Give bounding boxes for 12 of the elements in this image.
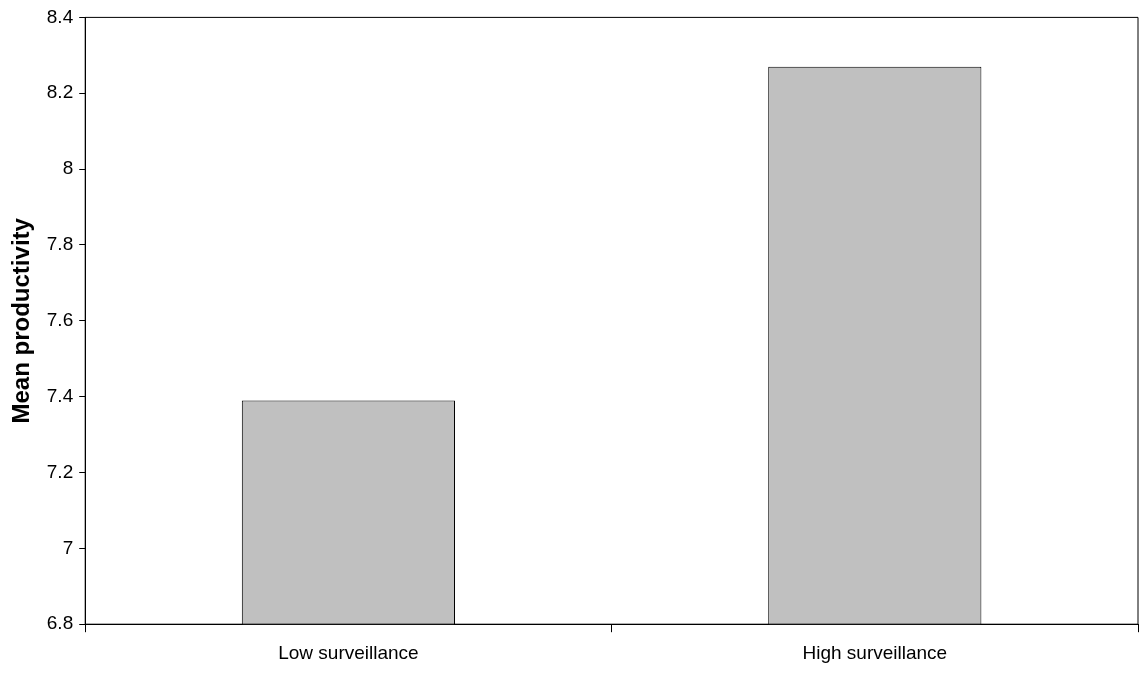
x-tick-label: High surveillance xyxy=(802,641,948,663)
y-tick-label: 7.8 xyxy=(46,233,74,255)
y-tick-label: 8.4 xyxy=(46,5,74,27)
y-tick-label: 8 xyxy=(62,157,74,179)
x-tick-label: Low surveillance xyxy=(278,641,419,663)
y-tick-label: 7.2 xyxy=(46,460,74,482)
y-axis-title: Mean productivity xyxy=(7,217,35,424)
y-tick-label: 6.8 xyxy=(46,612,74,634)
y-tick-label: 7.4 xyxy=(46,384,74,406)
y-tick-label: 7.6 xyxy=(46,309,74,331)
y-tick-label: 7 xyxy=(62,536,74,558)
y-tick-label: 8.2 xyxy=(46,81,74,103)
